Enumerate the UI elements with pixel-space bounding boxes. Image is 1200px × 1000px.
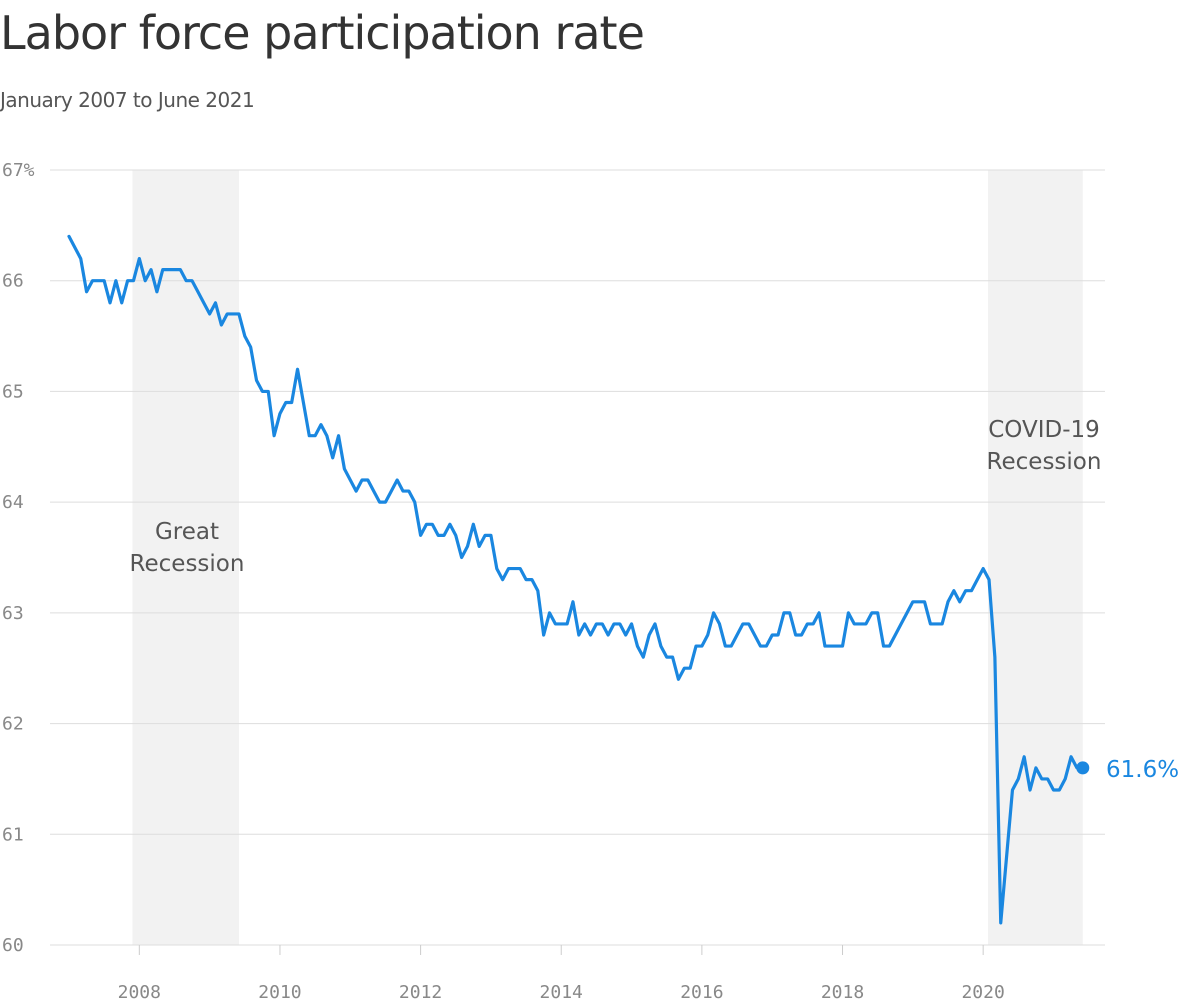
last-value-label: 61.6% bbox=[1106, 757, 1179, 783]
x-tick-label: 2016 bbox=[680, 982, 723, 1000]
x-tick-label: 2014 bbox=[540, 982, 583, 1000]
x-tick-label: 2008 bbox=[118, 982, 161, 1000]
y-tick-label: 63 bbox=[2, 603, 24, 624]
y-tick-label: 60 bbox=[2, 935, 24, 956]
page-subtitle: January 2007 to June 2021 bbox=[0, 88, 255, 112]
covid-recession-label-line: Recession bbox=[987, 449, 1102, 475]
x-tick-label: 2010 bbox=[258, 982, 301, 1000]
y-tick-label: 66 bbox=[2, 271, 24, 292]
page-title: Labor force participation rate bbox=[0, 6, 645, 60]
y-tick-label: 65 bbox=[2, 381, 24, 402]
last-point-dot bbox=[1076, 761, 1090, 775]
covid-recession-band bbox=[988, 170, 1083, 945]
covid-recession-label: COVID-19 Recession bbox=[987, 417, 1102, 475]
great-recession-band bbox=[132, 170, 239, 945]
y-tick-label: 64 bbox=[2, 492, 24, 513]
great-recession-label-line: Great bbox=[155, 519, 219, 545]
great-recession-label: Great Recession bbox=[130, 519, 245, 577]
great-recession-label-line: Recession bbox=[130, 551, 245, 577]
x-tick-label: 2018 bbox=[821, 982, 864, 1000]
y-tick-label: 61 bbox=[2, 824, 24, 845]
x-tick-label: 2020 bbox=[961, 982, 1004, 1000]
x-tick-label: 2012 bbox=[399, 982, 442, 1000]
series-line bbox=[67, 234, 1085, 925]
y-tick-label: 67% bbox=[2, 160, 35, 181]
y-tick-label: 62 bbox=[2, 714, 24, 735]
covid-recession-label-line: COVID-19 bbox=[988, 417, 1100, 443]
